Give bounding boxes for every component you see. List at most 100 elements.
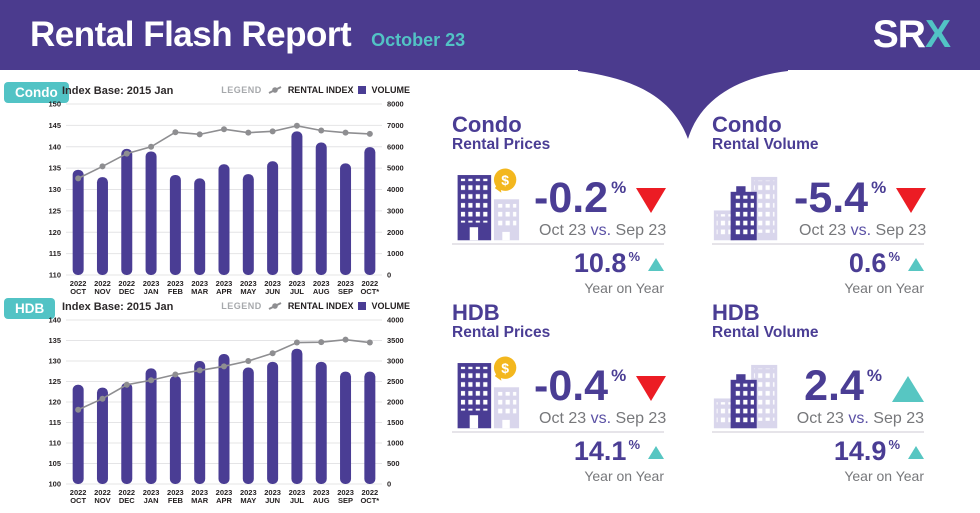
caption-period-b: Sep 23 bbox=[615, 222, 667, 240]
panel-main-row: $ -0.2 % Oct 23 vs. Sep 23 bbox=[452, 161, 667, 246]
panel-title: HDB bbox=[452, 300, 500, 325]
volume-bar bbox=[169, 174, 181, 275]
price-buildings-icon: $ bbox=[457, 357, 520, 429]
volume-buildings-icon bbox=[713, 365, 778, 429]
panel-subtitle: Rental Volume bbox=[712, 136, 819, 154]
rental-index-line-icon bbox=[268, 86, 282, 94]
volume-bar bbox=[267, 361, 279, 484]
panel-main-row: -5.4 % Oct 23 vs. Sep 23 bbox=[712, 161, 927, 246]
condo-index-base-label: Index Base: 2015 Jan bbox=[62, 85, 174, 97]
caption-period-b: Sep 23 bbox=[873, 410, 924, 428]
svg-text:150: 150 bbox=[48, 100, 61, 109]
volume-bar bbox=[121, 148, 133, 275]
yoy-caption: Year on Year bbox=[844, 280, 924, 297]
svg-text:7000: 7000 bbox=[387, 121, 404, 130]
rental-index-point bbox=[75, 406, 82, 413]
condo-rental-volume-panel: Condo Rental Volume -5.4 % Oct 2 bbox=[712, 113, 927, 299]
mom-value: -0.4 bbox=[534, 362, 609, 411]
svg-text:0: 0 bbox=[387, 271, 391, 280]
svg-text:3500: 3500 bbox=[387, 336, 404, 345]
caption-period-a: Oct 23 bbox=[799, 222, 847, 240]
rental-index-line bbox=[75, 336, 373, 413]
svg-text:145: 145 bbox=[48, 121, 61, 130]
svg-text:120: 120 bbox=[48, 228, 61, 237]
price-buildings-icon: $ bbox=[457, 169, 520, 241]
percent-sign: % bbox=[628, 437, 640, 453]
panel-heading: HDB Rental Volume bbox=[712, 301, 924, 342]
svg-text:5000: 5000 bbox=[387, 164, 404, 173]
panel-subtitle: Rental Volume bbox=[712, 324, 819, 342]
rental-index-point bbox=[245, 358, 252, 364]
header-wave-decoration bbox=[578, 69, 788, 139]
panel-main-stat: -0.4 % Oct 23 vs. Sep 23 bbox=[534, 362, 667, 431]
volume-square-icon bbox=[358, 301, 367, 310]
volume-bar bbox=[218, 164, 230, 275]
caption-period-a: Oct 23 bbox=[796, 410, 844, 428]
srx-logo-x: X bbox=[924, 13, 951, 56]
panel-main-stat: 2.4 % Oct 23 vs. Sep 23 bbox=[794, 365, 924, 431]
up-triangle-icon bbox=[648, 446, 664, 460]
volume-bar bbox=[267, 161, 279, 275]
svg-text:115: 115 bbox=[49, 418, 61, 427]
rental-index-point bbox=[245, 129, 252, 136]
yoy-value: 14.9 bbox=[833, 436, 887, 467]
rental-index-point bbox=[342, 129, 349, 136]
panel-subtitle: Rental Prices bbox=[452, 324, 551, 342]
volume-square-icon bbox=[358, 85, 367, 94]
rental-index-point bbox=[366, 339, 373, 346]
svg-text:125: 125 bbox=[48, 206, 61, 215]
rental-index-point bbox=[99, 395, 106, 402]
srx-logo: SRX bbox=[873, 13, 951, 57]
volume-bar bbox=[96, 177, 108, 275]
down-triangle-icon bbox=[636, 376, 667, 402]
volume-bar bbox=[315, 142, 327, 275]
yoy-caption: Year on Year bbox=[844, 468, 924, 485]
percent-sign: % bbox=[871, 178, 887, 198]
svg-text:1000: 1000 bbox=[387, 249, 404, 258]
svg-text:4000: 4000 bbox=[387, 316, 404, 325]
svg-text:3000: 3000 bbox=[387, 206, 404, 215]
rental-index-point bbox=[123, 150, 130, 157]
mom-value: -5.4 bbox=[794, 174, 869, 223]
volume-bar bbox=[145, 151, 157, 275]
svg-text:135: 135 bbox=[48, 336, 61, 345]
mom-caption: Oct 23 vs. Sep 23 bbox=[797, 410, 924, 428]
svg-text:135: 135 bbox=[48, 164, 61, 173]
up-triangle-icon bbox=[908, 446, 924, 460]
legend-title: LEGEND bbox=[221, 84, 262, 95]
panel-yoy-stat: 10.8 % Year on Year bbox=[452, 249, 664, 299]
svg-text:115: 115 bbox=[49, 249, 61, 258]
volume-bar bbox=[218, 354, 230, 484]
percent-sign: % bbox=[611, 366, 627, 386]
caption-period-b: Sep 23 bbox=[615, 410, 667, 428]
legend-volume-label: VOLUME bbox=[371, 84, 410, 95]
volume-bar bbox=[291, 131, 303, 275]
svg-text:140: 140 bbox=[48, 316, 61, 325]
volume-bars bbox=[72, 348, 376, 484]
caption-period-a: Oct 23 bbox=[539, 410, 587, 428]
svg-text:6000: 6000 bbox=[387, 142, 404, 151]
caption-period-b: Sep 23 bbox=[875, 222, 927, 240]
panel-heading: HDB Rental Prices bbox=[452, 300, 664, 342]
rental-index-point bbox=[196, 367, 203, 374]
panel-main-row: $ -0.4 % Oct 23 vs. Sep 23 bbox=[452, 349, 667, 434]
condo-rental-prices-panel: Condo Rental Prices $ -0.2 % bbox=[452, 113, 667, 299]
hdb-rental-volume-panel: HDB Rental Volume 2.4 % Oct 23 bbox=[712, 301, 924, 487]
hdb-rental-prices-panel: HDB Rental Prices $ -0.4 % bbox=[452, 300, 667, 487]
volume-bar bbox=[72, 384, 84, 484]
condo-chart-badge: Condo bbox=[4, 82, 69, 103]
